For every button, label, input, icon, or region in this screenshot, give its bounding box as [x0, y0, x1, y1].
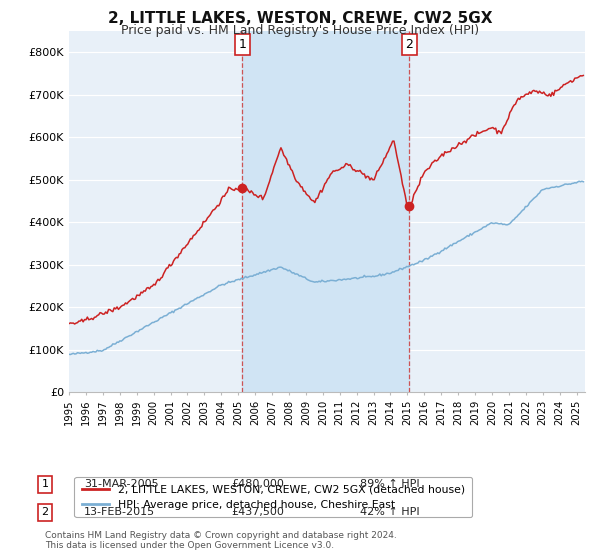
Text: 1: 1 [238, 38, 247, 51]
Text: 31-MAR-2005: 31-MAR-2005 [84, 479, 158, 489]
Legend: 2, LITTLE LAKES, WESTON, CREWE, CW2 5GX (detached house), HPI: Average price, de: 2, LITTLE LAKES, WESTON, CREWE, CW2 5GX … [74, 477, 472, 517]
Text: 1: 1 [41, 479, 49, 489]
Text: 89% ↑ HPI: 89% ↑ HPI [360, 479, 419, 489]
Text: £437,500: £437,500 [231, 507, 284, 517]
Text: 2: 2 [406, 38, 413, 51]
Text: 2: 2 [41, 507, 49, 517]
Text: £480,000: £480,000 [231, 479, 284, 489]
Bar [242, 31, 409, 392]
Text: 42% ↑ HPI: 42% ↑ HPI [360, 507, 419, 517]
Text: 13-FEB-2015: 13-FEB-2015 [84, 507, 155, 517]
Text: Price paid vs. HM Land Registry's House Price Index (HPI): Price paid vs. HM Land Registry's House … [121, 24, 479, 36]
Text: Contains HM Land Registry data © Crown copyright and database right 2024.
This d: Contains HM Land Registry data © Crown c… [45, 530, 397, 550]
Text: 2, LITTLE LAKES, WESTON, CREWE, CW2 5GX: 2, LITTLE LAKES, WESTON, CREWE, CW2 5GX [108, 11, 492, 26]
